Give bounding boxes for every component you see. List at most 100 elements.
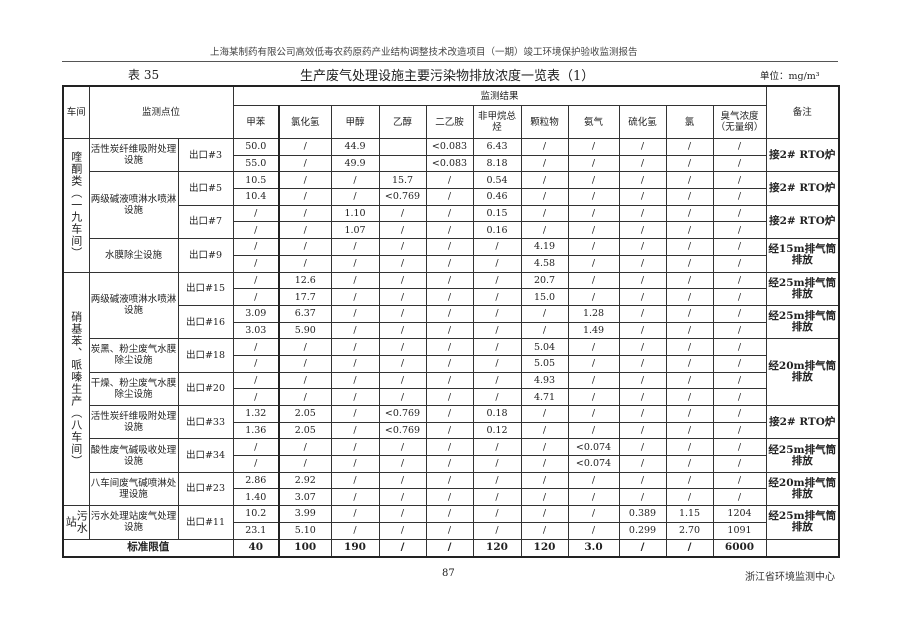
value-cell: / [712, 338, 767, 356]
value-cell: / [665, 154, 714, 173]
value-cell: 3.03 [232, 321, 281, 340]
header-pollutant: 氯化氢 [278, 105, 332, 139]
header-monitoring-point: 监测点位 [88, 85, 234, 139]
value-cell: / [330, 321, 380, 340]
value-cell: / [378, 238, 427, 256]
header-pollutant: 硫化氢 [618, 105, 667, 139]
value-cell: / [330, 304, 380, 323]
value-cell: / [472, 488, 522, 507]
facility-cell: 酸性废气碱吸收处理设施 [88, 438, 179, 473]
value-cell: / [472, 505, 522, 523]
header-pollutant: 二乙胺 [425, 105, 474, 139]
value-cell: / [378, 288, 427, 306]
emission-table: 车间 监测点位 监测结果 备注 甲苯 氯化氢 甲醇 乙醇 二乙胺 非甲烷总烃 颗粒物 氨气 硫化… [62, 85, 841, 558]
value-cell: / [665, 271, 714, 290]
value-cell: / [425, 354, 474, 373]
value-cell: / [232, 288, 281, 306]
outlet-cell: 出口#20 [177, 371, 234, 407]
header-pollutant: 氨气 [567, 105, 620, 139]
value-cell: / [330, 455, 380, 473]
table-row: 水膜除尘设施 出口#9// / / //4.19// / / 经15m排气筒排放 [63, 238, 840, 273]
value-cell: / [330, 438, 380, 457]
value-cell: / [425, 455, 474, 473]
value-cell: / [425, 505, 474, 523]
value-cell: / [712, 171, 767, 190]
table-row: / / / / //4.58// / / [63, 254, 839, 273]
value-cell: / [567, 171, 620, 190]
value-cell: / [378, 388, 427, 406]
value-cell: / [278, 388, 332, 406]
value-cell: / [712, 371, 767, 390]
facility-cell: 水膜除尘设施 [88, 238, 179, 273]
value-cell: / [567, 421, 620, 440]
value-cell: / [330, 521, 380, 540]
value-cell: / [378, 488, 427, 507]
value-cell: / [712, 388, 767, 406]
value-cell: / [425, 488, 474, 507]
value-cell: / [618, 405, 667, 423]
value-cell: / [378, 271, 427, 290]
value-cell: / [378, 338, 427, 356]
value-cell: / [618, 304, 667, 323]
unit-label: 单位：mg/m³ [760, 71, 820, 82]
value-cell: 4.19 [520, 238, 569, 256]
value-cell: / [520, 304, 569, 323]
value-cell: / [567, 188, 620, 206]
value-cell: / [378, 321, 427, 340]
header-pollutant: 甲苯 [232, 105, 281, 139]
value-cell: 1.10 [330, 204, 380, 223]
value-cell: / [330, 488, 380, 507]
facility-cell: 污水处理站废气处理设施 [88, 505, 179, 540]
value-cell: / [520, 488, 569, 507]
value-cell: 15.7 [378, 171, 427, 190]
value-cell: / [665, 288, 714, 306]
value-cell: / [425, 521, 474, 540]
value-cell: / [425, 171, 474, 190]
value-cell: / [520, 321, 569, 340]
value-cell: / [665, 238, 714, 256]
table-row: 污水站 污水处理站废气处理设施 出口#11 10.2 3.99// / / //0.389 1.… [62, 505, 840, 540]
value-cell: / [665, 254, 714, 273]
standard-limit-row: 标准限值 40 100 190//120 120 3.0//6000 [62, 538, 840, 557]
value-cell: 1.49 [567, 321, 620, 340]
value-cell: / [567, 354, 620, 373]
standard-remark-cell [765, 538, 840, 557]
value-cell: / [278, 455, 332, 473]
value-cell: / [712, 304, 767, 323]
value-cell: / [472, 304, 522, 323]
value-cell: 0.299 [618, 521, 667, 540]
remark-cell: 经25m排气筒排放 [765, 505, 840, 540]
value-cell: / [618, 371, 667, 390]
value-cell: / [278, 371, 332, 390]
standard-limit-value: 40 [232, 538, 281, 557]
header-pollutant: 臭气浓度（无量纲） [712, 105, 767, 139]
value-cell: / [618, 204, 667, 223]
value-cell: / [425, 288, 474, 306]
value-cell: / [278, 138, 332, 156]
value-cell: / [425, 304, 474, 323]
value-cell: 0.16 [472, 221, 522, 240]
value-cell: 50.0 [232, 138, 281, 156]
value-cell: / [520, 521, 569, 540]
value-cell: 49.9 [330, 154, 380, 173]
value-cell: <0.769 [378, 405, 427, 423]
outlet-cell: 出口#15 [177, 271, 234, 306]
value-cell: / [712, 254, 767, 273]
value-cell: 0.389 [618, 505, 667, 523]
value-cell: / [330, 188, 380, 206]
table-row: 干燥、粉尘废气水膜除尘设施 出口#20// / / //4.93// / / [63, 371, 839, 407]
value-cell: / [712, 421, 767, 440]
value-cell: 20.7 [520, 271, 569, 290]
value-cell: / [665, 304, 714, 323]
value-cell: / [520, 455, 569, 473]
value-cell: / [618, 238, 667, 256]
value-cell: 15.0 [520, 288, 569, 306]
outlet-cell: 出口#34 [177, 438, 234, 473]
value-cell: / [278, 171, 332, 190]
value-cell: 10.2 [232, 505, 281, 523]
header-pollutant: 非甲烷总烃 [472, 105, 522, 139]
value-cell: / [712, 188, 767, 206]
value-cell: 4.58 [520, 254, 569, 273]
header-divider [62, 61, 838, 62]
value-cell: / [330, 371, 380, 390]
